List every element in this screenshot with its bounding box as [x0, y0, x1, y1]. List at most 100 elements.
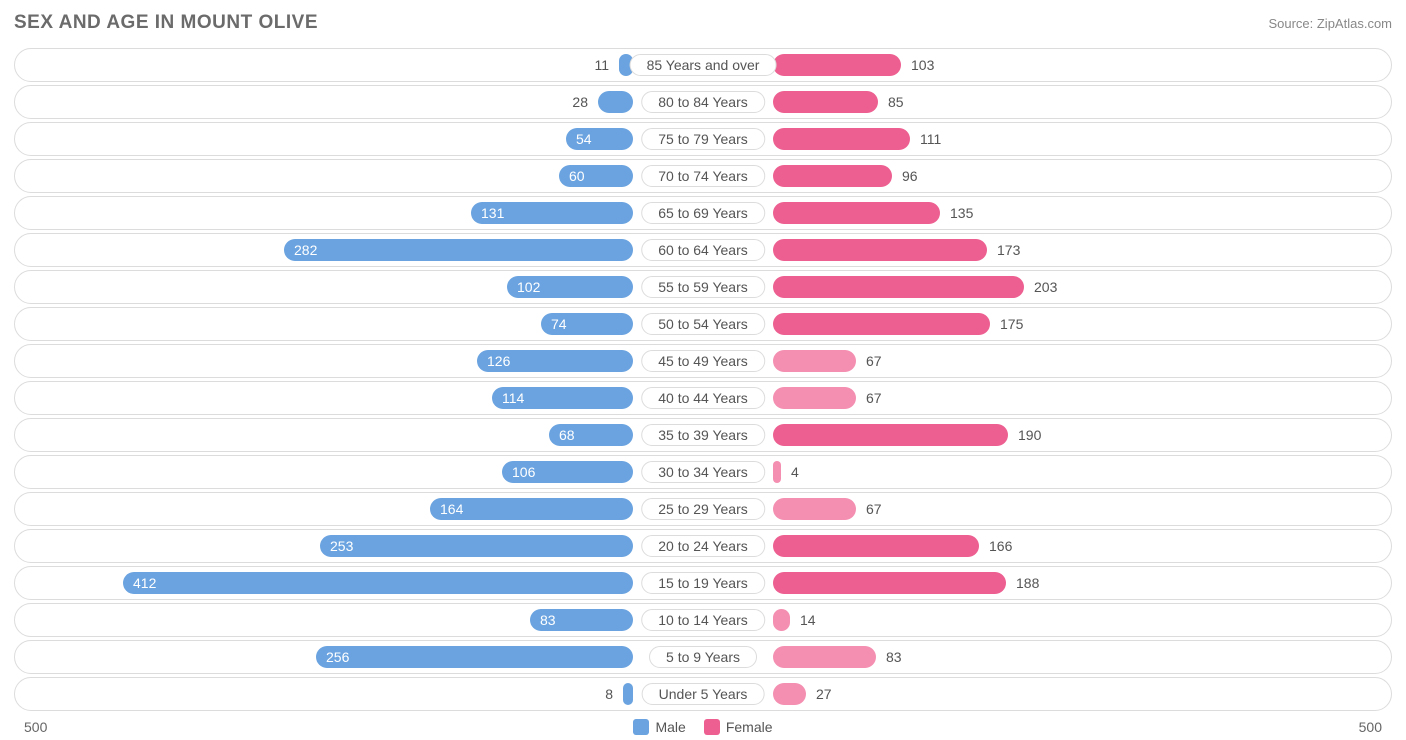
- female-half: 85: [703, 86, 1391, 118]
- male-half: 68: [15, 419, 703, 451]
- male-bar: 68: [549, 424, 633, 446]
- male-value: 8: [595, 686, 623, 702]
- legend-swatch: [704, 719, 720, 735]
- female-bar: [773, 313, 990, 335]
- pyramid-row: 28 8580 to 84 Years: [14, 85, 1392, 119]
- male-value: 102: [507, 279, 550, 295]
- male-half: 126: [15, 345, 703, 377]
- male-bar: 54: [566, 128, 633, 150]
- female-bar: [773, 54, 901, 76]
- female-half: 67: [703, 345, 1391, 377]
- axis-left: 500: [24, 719, 47, 735]
- legend: Male Female: [633, 719, 772, 735]
- pyramid-row: 253 16620 to 24 Years: [14, 529, 1392, 563]
- male-half: 74: [15, 308, 703, 340]
- male-bar: [598, 91, 633, 113]
- female-value: 83: [876, 649, 912, 665]
- pyramid-row: 831410 to 14 Years: [14, 603, 1392, 637]
- male-bar: 412: [123, 572, 633, 594]
- age-label: 20 to 24 Years: [641, 535, 765, 557]
- male-half: 8: [15, 678, 703, 710]
- male-value: 114: [492, 390, 534, 406]
- age-label: 85 Years and over: [630, 54, 777, 76]
- female-half: 135: [703, 197, 1391, 229]
- male-bar: 106: [502, 461, 633, 483]
- female-bar: [773, 646, 876, 668]
- pyramid-row: 13113565 to 69 Years: [14, 196, 1392, 230]
- age-label: 50 to 54 Years: [641, 313, 765, 335]
- male-half: 102: [15, 271, 703, 303]
- source-label: Source: ZipAtlas.com: [1268, 16, 1392, 31]
- population-pyramid: 1110385 Years and over288580 to 84 Years…: [14, 48, 1392, 740]
- pyramid-row: 54 111 75 to 79 Years: [14, 122, 1392, 156]
- female-half: 111: [703, 123, 1391, 155]
- pyramid-row: 106 430 to 34 Years: [14, 455, 1392, 489]
- female-bar: [773, 91, 878, 113]
- female-value: 96: [892, 168, 928, 184]
- pyramid-row: 8 27Under 5 Years: [14, 677, 1392, 711]
- male-value: 28: [562, 94, 598, 110]
- female-value: 111: [910, 131, 951, 147]
- female-half: 67: [703, 493, 1391, 525]
- pyramid-row: 10220355 to 59 Years: [14, 270, 1392, 304]
- female-value: 190: [1008, 427, 1051, 443]
- female-bar: [773, 609, 790, 631]
- female-half: 4: [703, 456, 1391, 488]
- age-label: 15 to 19 Years: [641, 572, 765, 594]
- female-bar: [773, 239, 987, 261]
- age-label: 75 to 79 Years: [641, 128, 765, 150]
- female-bar: [773, 387, 856, 409]
- male-half: 114: [15, 382, 703, 414]
- female-value: 67: [856, 353, 892, 369]
- female-bar: [773, 683, 806, 705]
- age-label: 80 to 84 Years: [641, 91, 765, 113]
- male-half: 253: [15, 530, 703, 562]
- male-value: 54: [566, 131, 602, 147]
- female-half: 166: [703, 530, 1391, 562]
- male-value: 131: [471, 205, 514, 221]
- pyramid-row: 126 67 45 to 49 Years: [14, 344, 1392, 378]
- female-bar: [773, 424, 1008, 446]
- legend-item: Female: [704, 719, 773, 735]
- pyramid-row: 6819035 to 39 Years: [14, 418, 1392, 452]
- age-label: 45 to 49 Years: [641, 350, 765, 372]
- age-label: 40 to 44 Years: [641, 387, 765, 409]
- female-value: 67: [856, 390, 892, 406]
- male-half: 256: [15, 641, 703, 673]
- male-half: 106: [15, 456, 703, 488]
- female-bar: [773, 202, 940, 224]
- axis-row: 500MaleFemale500: [14, 714, 1392, 740]
- male-bar: 114: [492, 387, 633, 409]
- male-bar: 164: [430, 498, 633, 520]
- female-half: 27: [703, 678, 1391, 710]
- female-half: 173: [703, 234, 1391, 266]
- age-label: 30 to 34 Years: [641, 461, 765, 483]
- male-value: 164: [430, 501, 473, 517]
- legend-item: Male: [633, 719, 685, 735]
- female-bar: [773, 165, 892, 187]
- female-bar: [773, 572, 1006, 594]
- age-label: 5 to 9 Years: [649, 646, 757, 668]
- female-half: 96: [703, 160, 1391, 192]
- age-label: 10 to 14 Years: [641, 609, 765, 631]
- female-bar: [773, 276, 1024, 298]
- female-bar: [773, 498, 856, 520]
- male-value: 126: [477, 353, 520, 369]
- female-half: 67: [703, 382, 1391, 414]
- female-value: 135: [940, 205, 983, 221]
- male-value: 83: [530, 612, 566, 628]
- female-half: 203: [703, 271, 1391, 303]
- male-value: 412: [123, 575, 166, 591]
- male-bar: 253: [320, 535, 633, 557]
- pyramid-row: 28217360 to 64 Years: [14, 233, 1392, 267]
- male-half: 60: [15, 160, 703, 192]
- male-half: 28: [15, 86, 703, 118]
- male-half: 11: [15, 49, 703, 81]
- female-value: 67: [856, 501, 892, 517]
- female-value: 188: [1006, 575, 1049, 591]
- female-value: 203: [1024, 279, 1067, 295]
- age-label: Under 5 Years: [642, 683, 765, 705]
- female-half: 190: [703, 419, 1391, 451]
- male-value: 11: [584, 57, 619, 73]
- male-bar: 83: [530, 609, 633, 631]
